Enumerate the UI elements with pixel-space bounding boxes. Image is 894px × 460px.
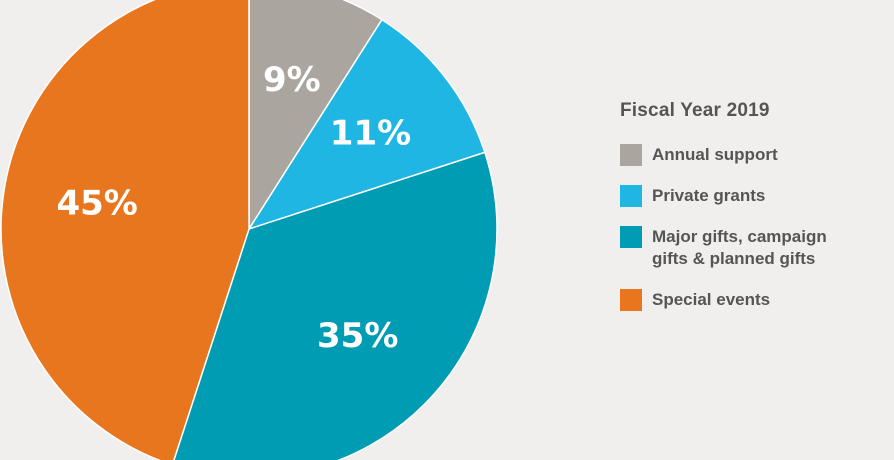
legend-label-major-gifts: Major gifts, campaign gifts & planned gi… — [652, 227, 827, 268]
legend-swatch-special-events — [620, 289, 642, 311]
pie-chart: 9%11% 35% 45% — [0, 0, 498, 460]
legend-title: Fiscal Year 2019 — [620, 100, 770, 121]
legend-item-special-events: Special events — [620, 289, 890, 311]
legend-label-private-grants: Private grants — [652, 186, 766, 205]
legend-swatch-annual-support — [620, 144, 642, 166]
pie-slice-private-grants — [247, 18, 486, 231]
chart-legend: Fiscal Year 2019 Annual support Private … — [620, 100, 890, 330]
pie-slice-major-gifts-campaign-gifts-planned-gifts — [173, 151, 498, 460]
slice-label-annual-support: 9% — [263, 60, 321, 100]
legend-swatch-private-grants — [620, 185, 642, 207]
pie-slice-special-events — [0, 0, 250, 460]
slice-label-special-events: 45% — [56, 183, 137, 223]
legend-label-annual-support: Annual support — [652, 145, 778, 164]
legend-item-private-grants: Private grants — [620, 185, 890, 207]
slice-label-major-gifts-campaign-gifts-planned-gifts: 35% — [317, 316, 398, 356]
pie-slice-annual-support — [248, 0, 383, 232]
slice-label-private-grants: 11% — [330, 113, 411, 153]
pie-slices — [0, 0, 498, 460]
legend-item-major-gifts: Major gifts, campaign gifts & planned gi… — [620, 226, 890, 270]
legend-item-annual-support: Annual support — [620, 144, 890, 166]
legend-label-special-events: Special events — [652, 290, 771, 309]
legend-swatch-major-gifts — [620, 226, 642, 248]
pie-labels: 9%11% 35% 45% — [56, 60, 411, 356]
